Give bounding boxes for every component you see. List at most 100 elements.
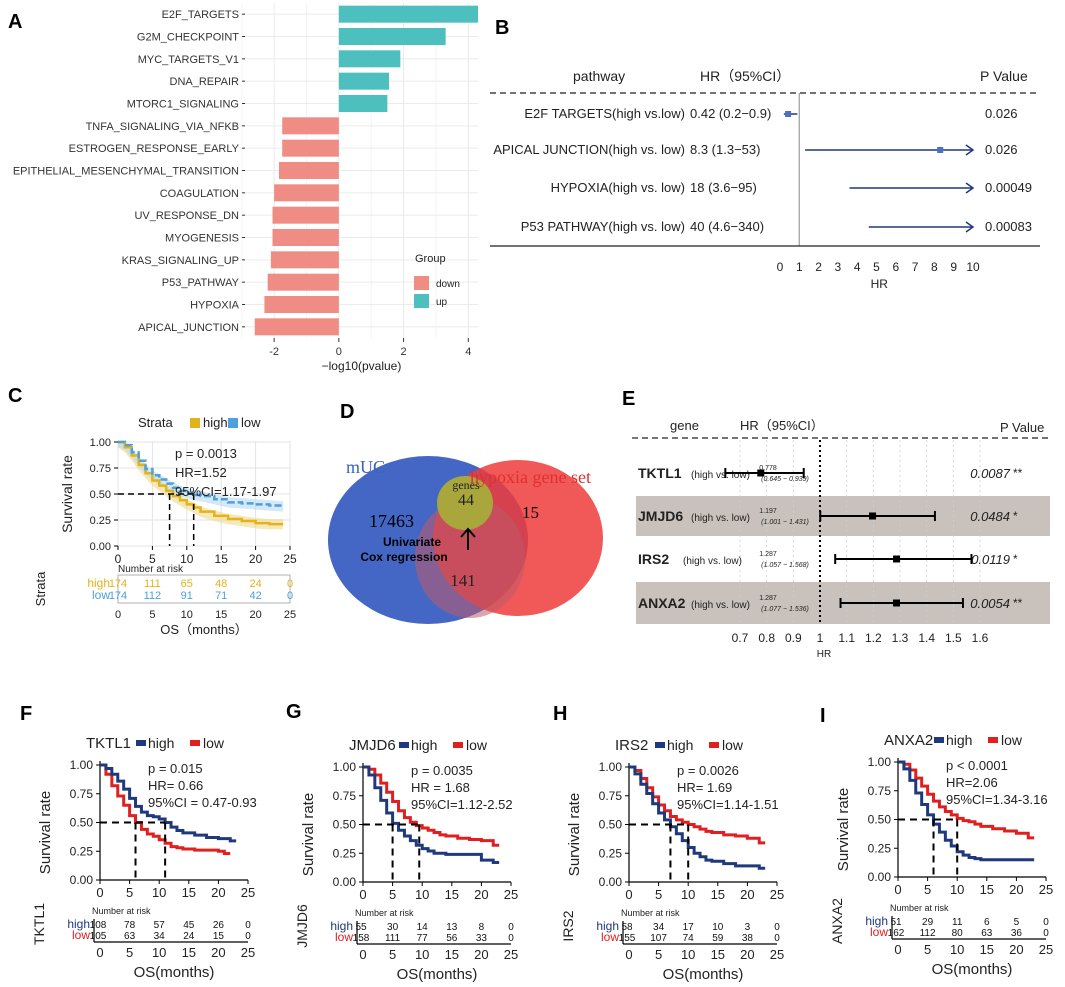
- y-tick-label: 1.00: [90, 437, 111, 449]
- category-label: COAGULATION: [160, 188, 239, 200]
- risk-row-name: low: [870, 925, 888, 939]
- y-tick-label: 0.50: [868, 813, 892, 827]
- risk-count: 0: [774, 922, 780, 933]
- risk-x-tick-label: 25: [504, 947, 518, 962]
- risk-count: 158: [353, 933, 370, 944]
- y-axis-label: Survival rate: [59, 455, 75, 533]
- x-tick-label: 25: [283, 552, 297, 566]
- row-stars: *: [1013, 509, 1018, 523]
- x-tick-label: 0: [359, 887, 366, 902]
- risk-count: 63: [124, 931, 136, 942]
- category-label: UV_RESPONSE_DN: [134, 210, 239, 222]
- x-tick-label: 25: [770, 887, 784, 902]
- risk-count: 91: [181, 590, 193, 602]
- risk-count: 0: [245, 920, 251, 931]
- venn-label-muc: mUC: [346, 457, 385, 477]
- x-axis-label: OS(months): [134, 964, 215, 981]
- stat-pvalue: p = 0.015: [148, 761, 203, 776]
- risk-count: 45: [183, 920, 195, 931]
- risk-count: 48: [215, 578, 227, 590]
- x-axis-label: −log10(pvalue): [322, 359, 402, 373]
- x-tick-label: 15: [215, 552, 229, 566]
- risk-count: 108: [90, 920, 107, 931]
- risk-table-title: Number at risk: [890, 903, 949, 913]
- y-tick-label: 1.00: [70, 758, 94, 772]
- hr-point: [757, 469, 765, 477]
- hr-point: [893, 555, 901, 563]
- risk-count: 26: [213, 920, 225, 931]
- risk-count: 55: [355, 922, 367, 933]
- row-hr: 8.3 (1.3−53): [690, 142, 760, 157]
- risk-count: 42: [249, 590, 261, 602]
- legend-label: low: [722, 737, 744, 753]
- y-tick-label: 0.00: [70, 873, 94, 887]
- y-tick-label: 0.25: [90, 515, 111, 527]
- risk-x-tick-label: 5: [149, 609, 155, 621]
- risk-table-title: Number at risk: [621, 908, 680, 918]
- risk-x-tick-label: 0: [625, 947, 632, 962]
- header-pvalue: P Value: [1000, 420, 1044, 435]
- x-tick-label: 0: [625, 887, 632, 902]
- row-suffix: (high vs. low): [691, 600, 750, 611]
- legend-swatch-low: [709, 742, 719, 748]
- risk-x-tick-label: 5: [924, 942, 931, 957]
- risk-x-tick-label: 10: [152, 945, 166, 960]
- risk-count: 74: [683, 933, 695, 944]
- stat-hr: HR= 1.69: [677, 780, 732, 795]
- row-hr: 1.287: [759, 551, 777, 558]
- risk-count: 0: [774, 933, 780, 944]
- x-tick-label: 5: [655, 887, 662, 902]
- km-title: IRS2: [615, 737, 648, 754]
- risk-x-tick-label: 20: [474, 947, 488, 962]
- row-suffix: (high vs. low): [691, 513, 750, 524]
- category-label: MYC_TARGETS_V1: [138, 54, 239, 66]
- x-tick-label: 20: [474, 887, 488, 902]
- row-pvalue: 0.0087: [970, 466, 1011, 481]
- risk-row-name: low: [72, 928, 90, 942]
- bar: [338, 50, 401, 68]
- x-tick-label: 15: [980, 882, 994, 897]
- legend-label: high: [946, 732, 972, 748]
- x-tick-label: 25: [241, 885, 255, 900]
- legend-label: up: [436, 297, 448, 308]
- risk-row-name: high: [330, 919, 353, 933]
- risk-table-ylabel: Strata: [33, 571, 48, 606]
- row-hr: 18 (3.6−95): [690, 180, 757, 195]
- venn-count-hypoxia: 15: [522, 503, 539, 522]
- risk-count: 29: [922, 917, 934, 928]
- risk-count: 162: [888, 928, 905, 939]
- km-title: ANXA2: [884, 732, 933, 749]
- row-pvalue: 0.00083: [985, 219, 1032, 234]
- risk-count: 8: [479, 922, 485, 933]
- stat-ci: 95%CI=1.12-2.52: [411, 797, 513, 812]
- legend-label: low: [466, 737, 488, 753]
- stat-pvalue: p = 0.0026: [677, 763, 739, 778]
- risk-count: 112: [920, 928, 936, 939]
- risk-x-tick-label: 5: [655, 947, 662, 962]
- category-label: MYOGENESIS: [165, 233, 239, 245]
- survival-curve-high: [363, 765, 500, 864]
- x-tick-label: 6: [892, 260, 899, 274]
- risk-count: 56: [446, 933, 458, 944]
- row-stars: **: [1013, 466, 1023, 480]
- category-label: ESTROGEN_RESPONSE_EARLY: [69, 143, 240, 155]
- panel-label-b: B: [495, 17, 509, 39]
- hr-point: [937, 147, 944, 153]
- x-tick-label: 5: [149, 552, 156, 566]
- panel-label-i: I: [820, 705, 826, 727]
- panel-label-g: G: [286, 701, 302, 723]
- risk-count: 0: [508, 933, 514, 944]
- venn-count-muc: 17463: [369, 511, 414, 531]
- panel-label-a: A: [8, 11, 22, 33]
- risk-x-tick-label: 25: [284, 609, 296, 621]
- risk-count: 0: [508, 922, 514, 933]
- risk-count: 34: [154, 931, 166, 942]
- y-tick-label: 0.75: [599, 789, 623, 803]
- risk-count: 11: [952, 917, 963, 928]
- venn-inner-genes: [437, 476, 493, 530]
- ci-arrow: [965, 144, 975, 156]
- x-axis-label: OS(months): [663, 966, 744, 983]
- survival-curve-low: [100, 763, 231, 856]
- bar: [338, 5, 478, 23]
